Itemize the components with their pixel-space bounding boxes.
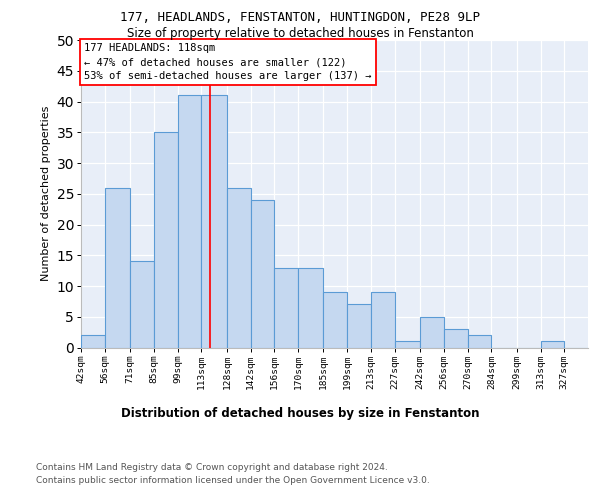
Bar [444, 329, 467, 347]
Bar [178, 96, 202, 348]
Bar [154, 132, 178, 348]
Text: Contains public sector information licensed under the Open Government Licence v3: Contains public sector information licen… [36, 476, 430, 485]
Bar [395, 342, 420, 347]
Y-axis label: Number of detached properties: Number of detached properties [41, 106, 51, 282]
Bar [298, 268, 323, 347]
Bar [274, 268, 298, 347]
Text: Size of property relative to detached houses in Fenstanton: Size of property relative to detached ho… [127, 28, 473, 40]
Bar [347, 304, 371, 348]
Bar [130, 262, 154, 348]
Text: Distribution of detached houses by size in Fenstanton: Distribution of detached houses by size … [121, 408, 479, 420]
Bar [467, 335, 491, 347]
Bar [202, 96, 227, 348]
Bar [105, 188, 130, 348]
Bar [81, 335, 105, 347]
Bar [227, 188, 251, 348]
Bar [541, 342, 564, 347]
Text: Contains HM Land Registry data © Crown copyright and database right 2024.: Contains HM Land Registry data © Crown c… [36, 462, 388, 471]
Text: 177 HEADLANDS: 118sqm
← 47% of detached houses are smaller (122)
53% of semi-det: 177 HEADLANDS: 118sqm ← 47% of detached … [85, 43, 372, 81]
Bar [251, 200, 274, 348]
Bar [323, 292, 347, 348]
Bar [371, 292, 395, 348]
Text: 177, HEADLANDS, FENSTANTON, HUNTINGDON, PE28 9LP: 177, HEADLANDS, FENSTANTON, HUNTINGDON, … [120, 11, 480, 24]
Bar [420, 317, 444, 348]
